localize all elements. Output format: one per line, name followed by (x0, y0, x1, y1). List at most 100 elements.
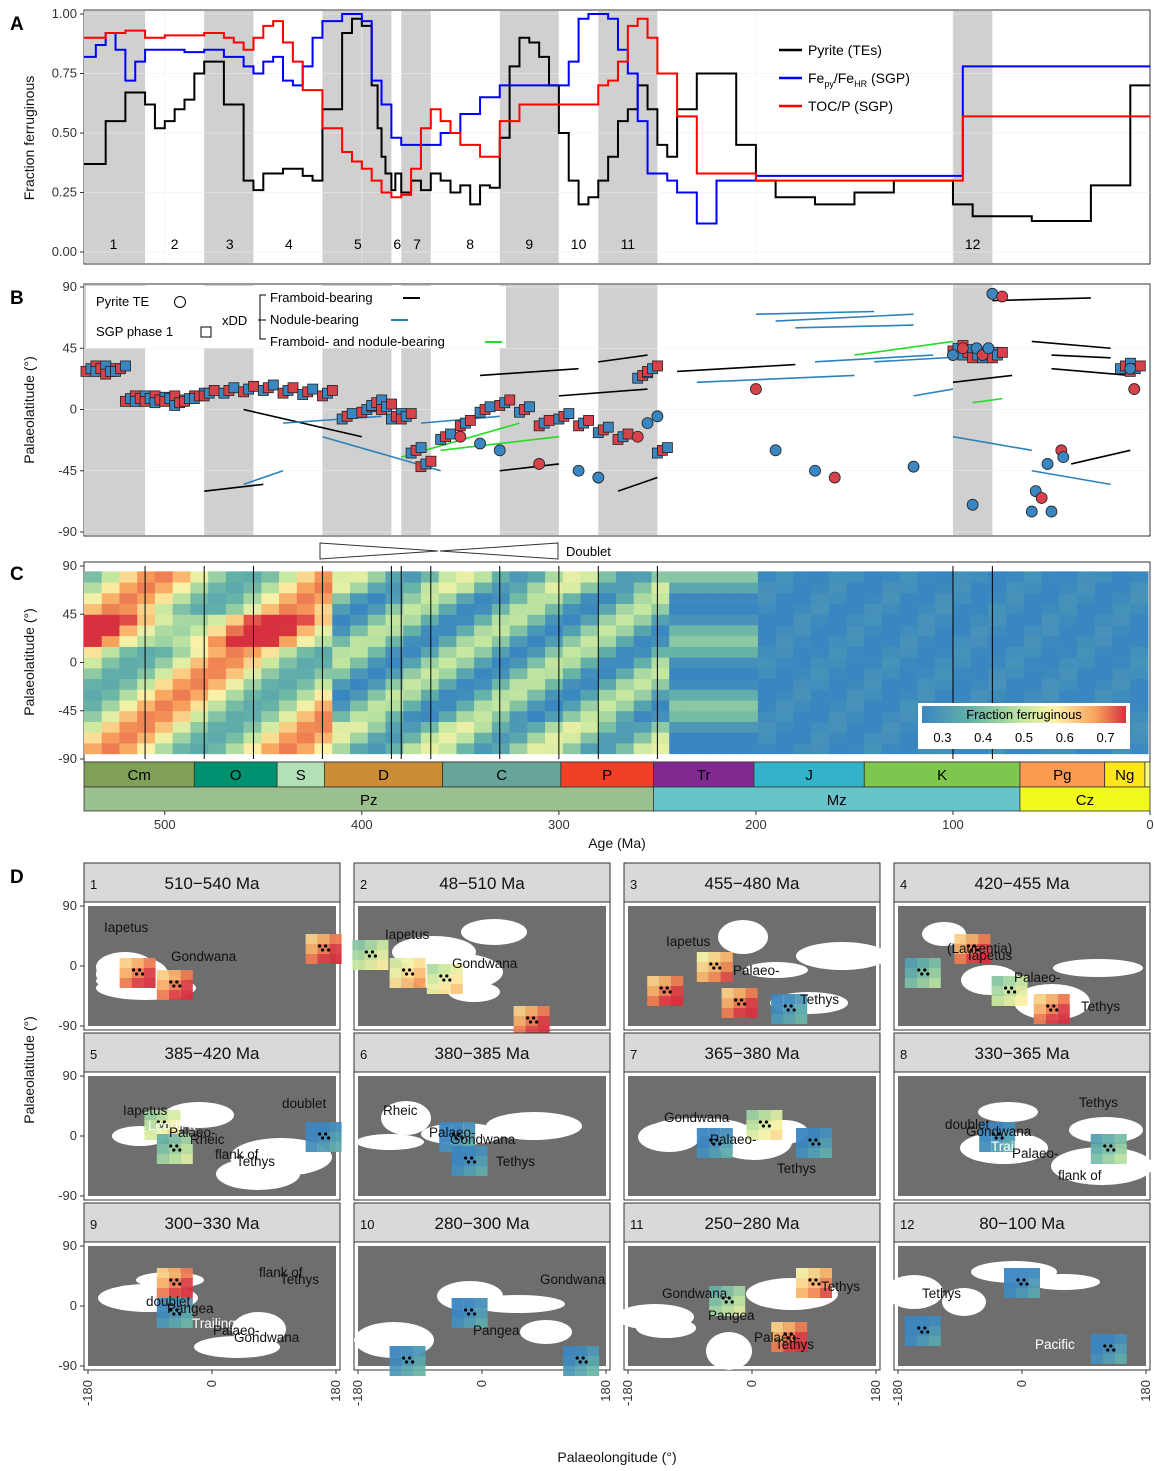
heat-cell (616, 678, 635, 690)
heat-cell (828, 742, 848, 755)
heat-cell (385, 582, 404, 594)
map-cell (696, 1128, 709, 1138)
map-cell (808, 1288, 820, 1298)
heat-cell (84, 603, 103, 615)
heat-cell (491, 689, 511, 701)
heat-cell (208, 710, 227, 722)
heat-cell (527, 742, 546, 755)
heat-cell (385, 678, 404, 690)
xdd-segment (598, 354, 648, 363)
heat-cell (456, 657, 475, 669)
sgp-point (563, 408, 575, 419)
shade-number-1: 1 (110, 236, 118, 252)
map-label: (Laurentia) (947, 941, 1012, 956)
heat-cell (704, 614, 723, 626)
heat-cell (474, 624, 493, 637)
heat-cell (935, 657, 954, 669)
heat-cell (722, 635, 741, 647)
heat-cell (261, 646, 280, 658)
heat-cell (811, 742, 830, 755)
map-cell (513, 1006, 526, 1016)
heat-cell (757, 700, 777, 712)
heat-cell (882, 710, 901, 722)
map-cell (168, 970, 181, 980)
map-cell (1090, 1334, 1103, 1344)
map-cell (119, 958, 132, 968)
map-cell (796, 1128, 808, 1138)
map-label: Tethys (777, 1161, 816, 1176)
sample-dot (712, 966, 716, 970)
heat-cell (988, 646, 1007, 658)
heat-cell (101, 582, 120, 594)
sample-dot (584, 1360, 588, 1364)
heat-cell (722, 592, 741, 605)
ytick-label: 45 (63, 340, 77, 355)
heat-cell (1041, 635, 1060, 647)
map-cell (475, 1146, 488, 1156)
panel-c-ylabel: Palaeolatitude (°) (21, 608, 37, 716)
map-cell (156, 970, 169, 980)
heat-cell (385, 646, 404, 658)
heat-cell (509, 742, 528, 755)
sample-dot (141, 972, 145, 976)
map-cell (659, 976, 672, 986)
heat-cell (350, 721, 369, 733)
map-cell (438, 964, 451, 974)
map-cell (475, 1318, 488, 1328)
map-cell (475, 1166, 488, 1176)
heat-cell (84, 582, 103, 594)
heat-cell (651, 710, 670, 722)
map-label: Trailing (192, 1316, 236, 1331)
heat-cell (1059, 635, 1078, 647)
heat-cell (154, 603, 174, 615)
heat-cell (491, 614, 511, 626)
map-cell (771, 1014, 784, 1024)
heat-cell (474, 635, 493, 647)
heat-cell (456, 635, 475, 647)
heat-cell (1041, 646, 1060, 658)
map-cell (463, 1166, 476, 1176)
continent (885, 1275, 943, 1309)
heat-cell (154, 678, 174, 690)
heat-cell (882, 635, 901, 647)
sample-dot (175, 1144, 179, 1148)
heat-cell (757, 614, 777, 626)
heat-cell (296, 614, 316, 626)
heat-cell (704, 700, 723, 712)
heat-cell (793, 657, 812, 669)
legend-bg (86, 286, 506, 348)
map-cell (783, 1014, 796, 1024)
sample-dot (926, 972, 930, 976)
sample-dot (411, 1360, 415, 1364)
map-cell (746, 1120, 759, 1130)
map-strip (893, 1202, 1151, 1243)
heat-cell (385, 667, 404, 680)
heat-cell (864, 742, 883, 755)
heat-cell (190, 689, 209, 701)
heat-cell (279, 678, 298, 690)
heat-cell (172, 603, 191, 615)
map-cell (783, 994, 796, 1004)
heat-cell (385, 635, 404, 647)
map-cell (563, 1356, 576, 1366)
heat-cell (1094, 603, 1114, 615)
heat-cell (545, 732, 564, 744)
heat-cell (562, 689, 582, 701)
heat-cell (119, 710, 138, 722)
xdd-segment (913, 388, 954, 397)
heat-cell (988, 657, 1007, 669)
heat-cell (1006, 635, 1025, 647)
map-label: Gondwana (450, 1132, 516, 1147)
map-cell (1033, 1004, 1046, 1014)
heat-cell (1130, 635, 1149, 647)
heat-cell (899, 582, 918, 594)
heat-cell (882, 689, 901, 701)
heat-cell (970, 646, 989, 658)
heat-cell (420, 721, 440, 733)
period-label: Ng (1115, 767, 1134, 784)
heat-cell (190, 624, 209, 637)
shade-band (401, 11, 431, 263)
map-cell (475, 1156, 488, 1166)
